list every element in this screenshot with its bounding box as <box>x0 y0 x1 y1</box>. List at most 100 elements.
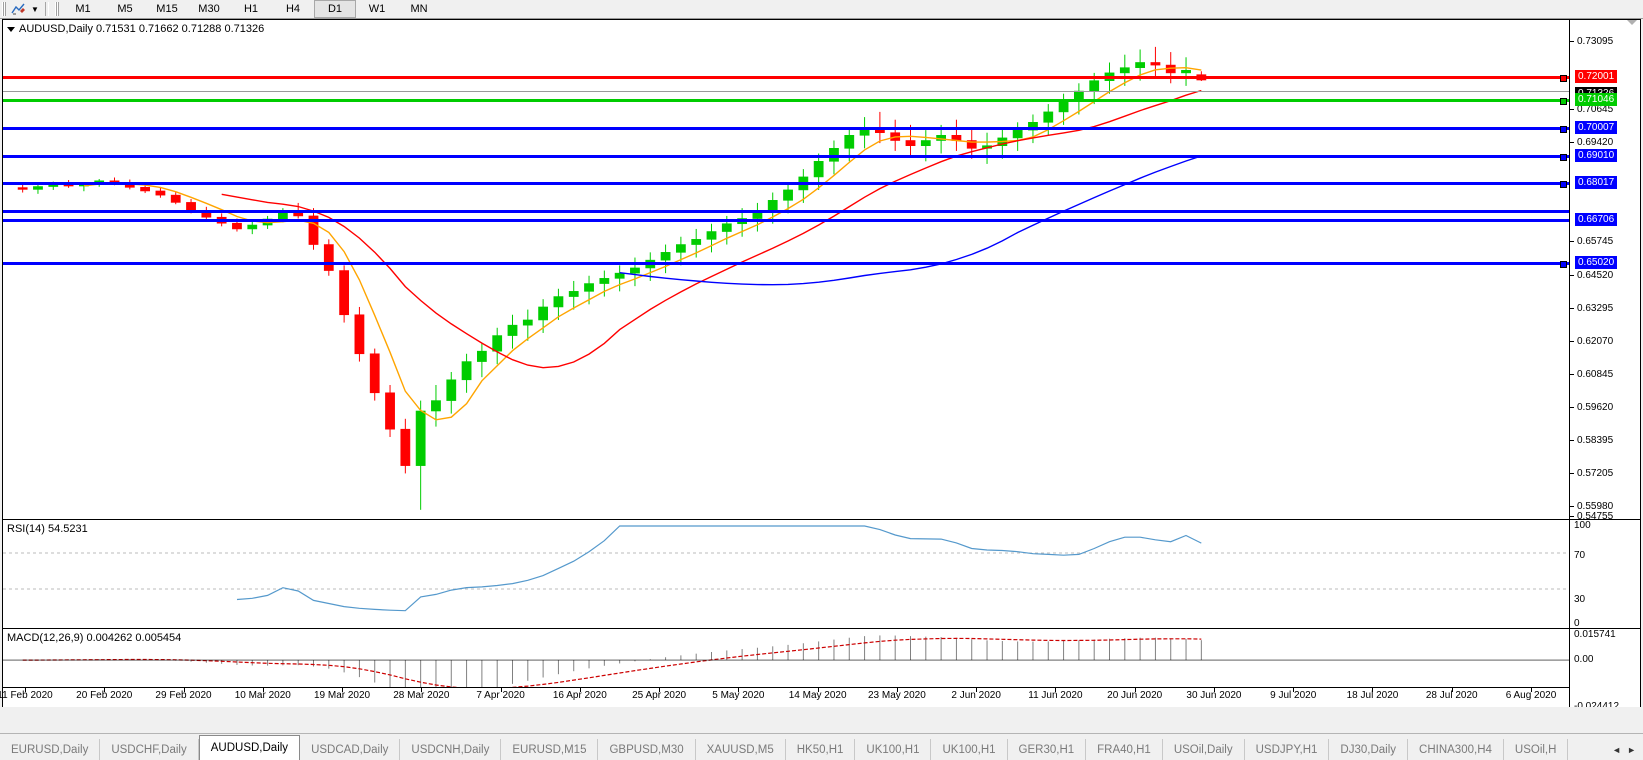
chart-tab-hk50-h1[interactable]: HK50,H1 <box>786 739 856 760</box>
chart-tab-ger30-h1[interactable]: GER30,H1 <box>1008 739 1087 760</box>
price-tick: 0.58395 <box>1570 435 1640 447</box>
price-level-badge[interactable]: 0.66706 <box>1575 213 1618 226</box>
date-label: 20 Jun 2020 <box>1107 690 1163 701</box>
date-tick <box>421 688 423 692</box>
date-label: 25 Apr 2020 <box>632 690 687 701</box>
level-anchor-handle[interactable] <box>1560 154 1567 161</box>
axis-tick-label: 0 <box>1574 618 1580 628</box>
chart-tab-usdjpy-h1[interactable]: USDJPY,H1 <box>1245 739 1330 760</box>
date-tick <box>342 688 344 692</box>
price-pane[interactable]: 0.713760.691050.66970 AUDUSD,Daily 0.715… <box>3 20 1640 519</box>
price-level-line[interactable] <box>3 219 1569 222</box>
price-level-badge[interactable]: 0.68017 <box>1575 176 1618 189</box>
date-tick <box>1451 688 1453 692</box>
tick-dash <box>1570 275 1574 276</box>
level-anchor-handle[interactable] <box>1560 181 1567 188</box>
price-tick-label: 0.57205 <box>1577 468 1614 479</box>
timeframe-m30[interactable]: M30 <box>198 3 220 15</box>
chart-tab-fra40-h1[interactable]: FRA40,H1 <box>1086 739 1163 760</box>
price-tick-label: 0.62070 <box>1577 336 1614 347</box>
price-level-badge[interactable]: 0.70007 <box>1575 121 1618 134</box>
date-axis[interactable]: 11 Feb 2020 20 Feb 2020 29 Feb 2020 10 Mar … <box>0 687 1569 706</box>
price-level-line[interactable] <box>3 262 1569 265</box>
timeframe-mn[interactable]: MN <box>410 3 428 15</box>
price-tick: 0.54755 <box>1570 511 1640 519</box>
timeframe-w1[interactable]: W1 <box>368 3 386 15</box>
chart-tab-uk100-h1[interactable]: UK100,H1 <box>931 739 1008 760</box>
price-tick-label: 0.55980 <box>1577 501 1614 512</box>
chart-tab-gbpusd-m30[interactable]: GBPUSD,M30 <box>598 739 696 760</box>
axis-tick-label: 30 <box>1574 594 1586 605</box>
price-scale[interactable]: 0.73095 0.70645 0.69420 0.65745 0.64520 0.632… <box>1569 20 1640 519</box>
chart-tab-usdcad-daily[interactable]: USDCAD,Daily <box>300 739 401 760</box>
level-anchor-handle[interactable] <box>1560 98 1567 105</box>
price-tick: 0.55980 <box>1570 501 1640 513</box>
timeframe-grip[interactable] <box>55 2 59 16</box>
axis-tick-label: 0.015741 <box>1574 629 1616 640</box>
price-level-line[interactable] <box>3 182 1569 185</box>
triangle-down-icon[interactable] <box>7 26 15 32</box>
price-tick-label: 0.59620 <box>1577 402 1614 413</box>
date-label: 29 Feb 2020 <box>155 690 212 701</box>
date-label: 2 Jun 2020 <box>951 690 1001 701</box>
price-level-line[interactable] <box>3 99 1569 102</box>
chart-tab-xauusd-m5[interactable]: XAUUSD,M5 <box>696 739 786 760</box>
price-level-line[interactable] <box>3 127 1569 130</box>
timeframe-m1[interactable]: M1 <box>75 3 91 15</box>
level-anchor-handle[interactable] <box>1560 126 1567 133</box>
toolbar-grip[interactable] <box>2 2 6 16</box>
axis-tick-label: -0.024412 <box>1574 701 1620 707</box>
timeframe-m5[interactable]: M5 <box>117 3 133 15</box>
axis-tick-label: 70 <box>1574 550 1586 561</box>
tabs-scroll-right-icon[interactable]: ► <box>1627 744 1636 755</box>
macd-label: MACD(12,26,9) 0.004262 0.005454 <box>7 632 182 644</box>
rsi-pane[interactable]: RSI(14) 54.5231 100 70 30 0 <box>3 520 1640 628</box>
price-level-line[interactable] <box>3 155 1569 158</box>
date-tick <box>1293 688 1295 692</box>
timeframe-h4[interactable]: H4 <box>285 3 301 15</box>
chart-tab-eurusd-m15[interactable]: EURUSD,M15 <box>501 739 599 760</box>
date-tick <box>738 688 740 692</box>
chart-scroll-marker[interactable] <box>1627 20 1637 25</box>
chart-data-window[interactable]: AUDUSD,Daily 0.71531 0.71662 0.71288 0.7… <box>7 23 264 35</box>
chart-tools-icon[interactable] <box>9 1 29 17</box>
chart-frame[interactable]: 0.713760.691050.66970 AUDUSD,Daily 0.715… <box>0 19 1641 707</box>
timeframe-m15[interactable]: M15 <box>156 3 178 15</box>
tick-dash <box>1570 241 1574 242</box>
price-level-badge[interactable]: 0.69010 <box>1575 149 1618 162</box>
date-label: 23 May 2020 <box>867 690 926 701</box>
price-level-badge[interactable]: 0.65020 <box>1575 256 1618 269</box>
chart-tab-usoil-h[interactable]: USOil,H <box>1504 739 1569 760</box>
price-tick: 0.62070 <box>1570 336 1640 348</box>
pane-divider-1 <box>3 519 1640 520</box>
timeframe-h1[interactable]: H1 <box>243 3 259 15</box>
rsi-label: RSI(14) 54.5231 <box>7 523 88 535</box>
price-tick: 0.69420 <box>1570 137 1640 149</box>
price-level-line[interactable] <box>3 91 1569 92</box>
price-tick: 0.57205 <box>1570 468 1640 480</box>
chart-tab-usoil-daily[interactable]: USOil,Daily <box>1163 739 1245 760</box>
price-level-line[interactable] <box>3 76 1569 79</box>
chart-tab-uk100-h1[interactable]: UK100,H1 <box>855 739 932 760</box>
level-anchor-handle[interactable] <box>1560 261 1567 268</box>
axis-tick-label: 100 <box>1574 520 1591 531</box>
level-anchor-handle[interactable] <box>1560 75 1567 82</box>
date-label: 10 Mar 2020 <box>234 690 291 701</box>
date-tick <box>896 688 898 692</box>
tabs-scroll-controls[interactable]: ◄ ► <box>1609 739 1643 760</box>
chart-tab-china300-h4[interactable]: CHINA300,H4 <box>1408 739 1504 760</box>
timeframe-d1[interactable]: D1 <box>314 0 356 18</box>
chart-tab-usdchf-daily[interactable]: USDCHF,Daily <box>100 739 199 760</box>
chart-tab-eurusd-daily[interactable]: EURUSD,Daily <box>0 739 101 760</box>
price-level-badge[interactable]: 0.72001 <box>1575 70 1618 83</box>
price-level-badge[interactable]: 0.71046 <box>1575 93 1618 106</box>
tabs-scroll-left-icon[interactable]: ◄ <box>1612 744 1622 755</box>
price-level-line[interactable] <box>3 210 1569 213</box>
tick-dash <box>1570 142 1574 143</box>
chart-tab-dj30-daily[interactable]: DJ30,Daily <box>1329 739 1409 760</box>
chart-tab-audusd-daily[interactable]: AUDUSD,Daily <box>198 735 301 760</box>
axis-tick: 30 <box>1570 594 1640 606</box>
symbol-ohlc-label: AUDUSD,Daily 0.71531 0.71662 0.71288 0.7… <box>19 23 265 35</box>
chevron-down-icon[interactable]: ▼ <box>31 4 39 14</box>
chart-tab-usdcnh-daily[interactable]: USDCNH,Daily <box>400 739 502 760</box>
